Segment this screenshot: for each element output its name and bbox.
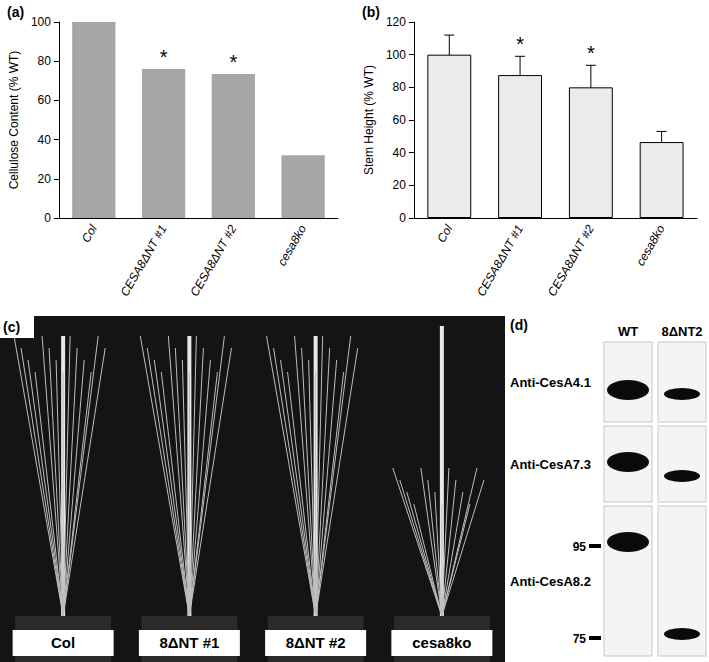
svg-text:*: * xyxy=(587,42,595,64)
svg-text:40: 40 xyxy=(38,133,52,147)
svg-text:20: 20 xyxy=(393,178,407,192)
svg-text:Anti-CesA8.2: Anti-CesA8.2 xyxy=(510,574,591,589)
svg-text:(a): (a) xyxy=(7,4,24,20)
svg-text:0: 0 xyxy=(44,211,51,225)
svg-text:40: 40 xyxy=(393,146,407,160)
svg-text:20: 20 xyxy=(38,172,52,186)
svg-text:100: 100 xyxy=(386,48,406,62)
svg-text:CESA8ΔNT #2: CESA8ΔNT #2 xyxy=(545,222,597,299)
svg-text:Stem Height (% WT): Stem Height (% WT) xyxy=(362,65,376,175)
svg-text:*: * xyxy=(160,46,168,68)
svg-text:cesa8ko: cesa8ko xyxy=(412,634,471,651)
svg-text:8ΔNT #1: 8ΔNT #1 xyxy=(159,634,219,651)
svg-text:*: * xyxy=(229,51,237,73)
svg-text:WT: WT xyxy=(618,324,638,339)
svg-text:Col: Col xyxy=(51,634,75,651)
svg-text:(b): (b) xyxy=(362,4,380,20)
svg-text:cesa8ko: cesa8ko xyxy=(275,222,310,268)
svg-text:Cellulose Content (% WT): Cellulose Content (% WT) xyxy=(7,51,21,190)
svg-text:100: 100 xyxy=(31,15,51,29)
svg-text:8ΔNT2: 8ΔNT2 xyxy=(661,324,702,339)
svg-text:80: 80 xyxy=(38,54,52,68)
svg-text:80: 80 xyxy=(393,80,407,94)
svg-text:cesa8ko: cesa8ko xyxy=(633,222,668,268)
svg-text:0: 0 xyxy=(399,211,406,225)
svg-text:Col: Col xyxy=(434,222,455,245)
svg-text:Anti-CesA7.3: Anti-CesA7.3 xyxy=(510,457,591,472)
svg-text:Col: Col xyxy=(79,222,100,245)
svg-text:Anti-CesA4.1: Anti-CesA4.1 xyxy=(510,375,591,390)
svg-text:95: 95 xyxy=(573,540,587,554)
svg-text:CESA8ΔNT #1: CESA8ΔNT #1 xyxy=(118,222,170,298)
svg-text:(c): (c) xyxy=(3,319,20,335)
svg-text:75: 75 xyxy=(573,632,587,646)
svg-text:60: 60 xyxy=(393,113,407,127)
svg-text:*: * xyxy=(516,33,524,55)
svg-text:8ΔNT #2: 8ΔNT #2 xyxy=(286,634,346,651)
svg-text:(d): (d) xyxy=(510,317,528,333)
svg-text:60: 60 xyxy=(38,93,52,107)
svg-text:120: 120 xyxy=(386,15,406,29)
svg-text:CESA8ΔNT #2: CESA8ΔNT #2 xyxy=(187,222,239,299)
svg-text:CESA8ΔNT #1: CESA8ΔNT #1 xyxy=(474,222,526,298)
